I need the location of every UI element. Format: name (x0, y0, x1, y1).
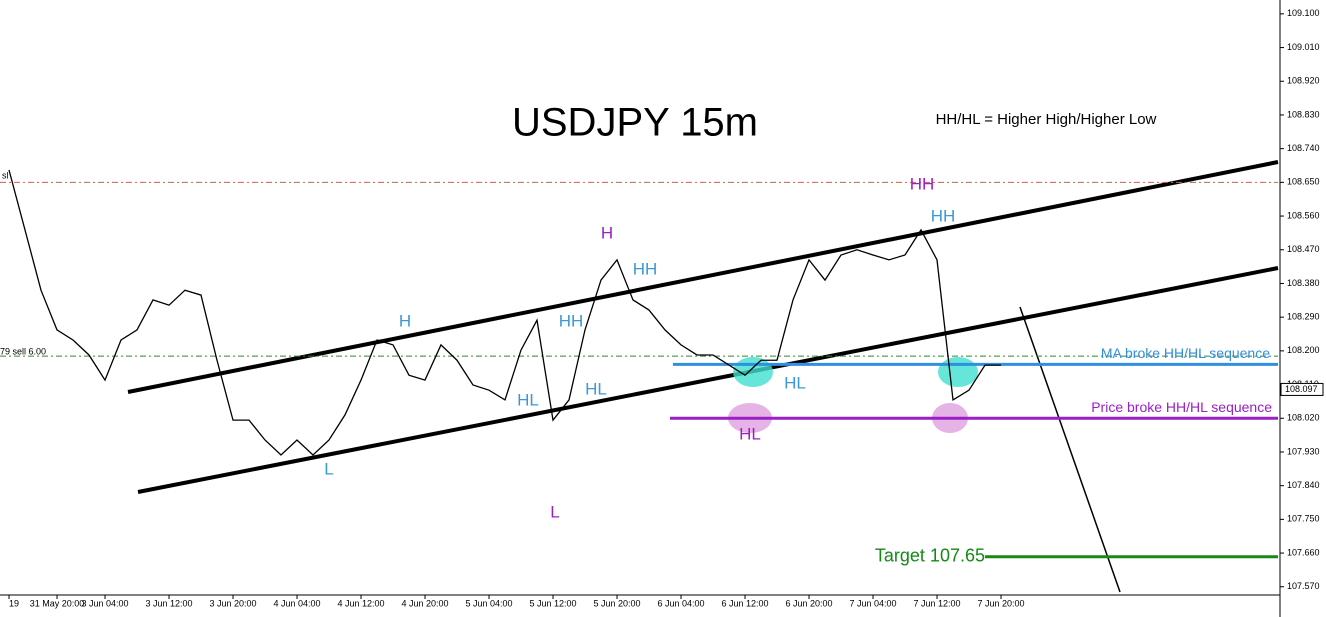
x-tick-label: 5 Jun 04:00 (465, 598, 512, 608)
swing-label: HL (517, 390, 539, 409)
y-tick-label: 108.830 (1287, 109, 1320, 119)
y-tick-label: 107.840 (1287, 480, 1320, 490)
swing-label: L (550, 502, 559, 521)
y-tick-label: 109.010 (1287, 42, 1320, 52)
x-tick-label: 6 Jun 20:00 (785, 598, 832, 608)
swing-label: HH (910, 174, 935, 193)
y-tick-label: 109.100 (1287, 8, 1320, 18)
level-label: Target 107.65 (875, 546, 985, 566)
last-price-label: 108.097 (1285, 384, 1318, 394)
y-tick-label: 108.200 (1287, 345, 1320, 355)
y-tick-label: 108.740 (1287, 143, 1320, 153)
x-tick-label: 4 Jun 12:00 (337, 598, 384, 608)
y-tick-label: 108.920 (1287, 76, 1320, 86)
swing-label: HL (585, 379, 607, 398)
x-tick-label: 3 Jun 20:00 (209, 598, 256, 608)
y-tick-label: 108.650 (1287, 177, 1320, 187)
y-tick-label: 108.560 (1287, 210, 1320, 220)
swing-label: HH (633, 259, 658, 278)
y-tick-label: 107.660 (1287, 547, 1320, 557)
channel-bottom (137, 266, 1279, 494)
x-tick-label: 5 Jun 20:00 (593, 598, 640, 608)
y-tick-label: 108.020 (1287, 413, 1320, 423)
x-tick-label: 6 Jun 12:00 (721, 598, 768, 608)
y-tick-label: 107.930 (1287, 446, 1320, 456)
last-price-box (1280, 382, 1324, 396)
x-tick-label: 6 Jun 04:00 (657, 598, 704, 608)
swing-label: H (399, 311, 411, 330)
price-line (8, 169, 1001, 456)
legend-note: HH/HL = Higher High/Higher Low (936, 111, 1157, 128)
swing-label: L (324, 459, 333, 478)
x-tick-label: 19 (9, 598, 19, 608)
x-tick-label: 5 Jun 12:00 (529, 598, 576, 608)
y-tick-label: 108.470 (1287, 244, 1320, 254)
x-tick-label: 7 Jun 20:00 (977, 598, 1024, 608)
x-tick-label: 4 Jun 20:00 (401, 598, 448, 608)
swing-label: H (601, 223, 613, 242)
level-label: sl (2, 171, 9, 181)
x-tick-label: 4 Jun 04:00 (273, 598, 320, 608)
x-tick-label: 7 Jun 04:00 (849, 598, 896, 608)
level-label: MA broke HH/HL sequence (1101, 345, 1270, 361)
x-tick-label: 3 Jun 12:00 (145, 598, 192, 608)
channel-top (127, 160, 1279, 394)
swing-label: HH (559, 311, 584, 330)
level-label: 79 sell 6.00 (0, 346, 46, 356)
y-tick-label: 108.380 (1287, 278, 1320, 288)
level-label: Price broke HH/HL sequence (1091, 399, 1272, 415)
y-tick-label: 108.290 (1287, 312, 1320, 322)
y-tick-label: 107.750 (1287, 514, 1320, 524)
x-tick-label: 31 May 20:00 (30, 598, 85, 608)
chart-title: USDJPY 15m (512, 101, 758, 145)
trend-line (1019, 306, 1121, 593)
swing-label: HL (739, 424, 761, 443)
ma-break-marker (938, 357, 978, 387)
x-tick-label: 7 Jun 12:00 (913, 598, 960, 608)
x-tick-label: 3 Jun 04:00 (81, 598, 128, 608)
swing-label: HH (931, 206, 956, 225)
swing-label: HL (784, 373, 806, 392)
y-tick-label: 107.570 (1287, 581, 1320, 591)
